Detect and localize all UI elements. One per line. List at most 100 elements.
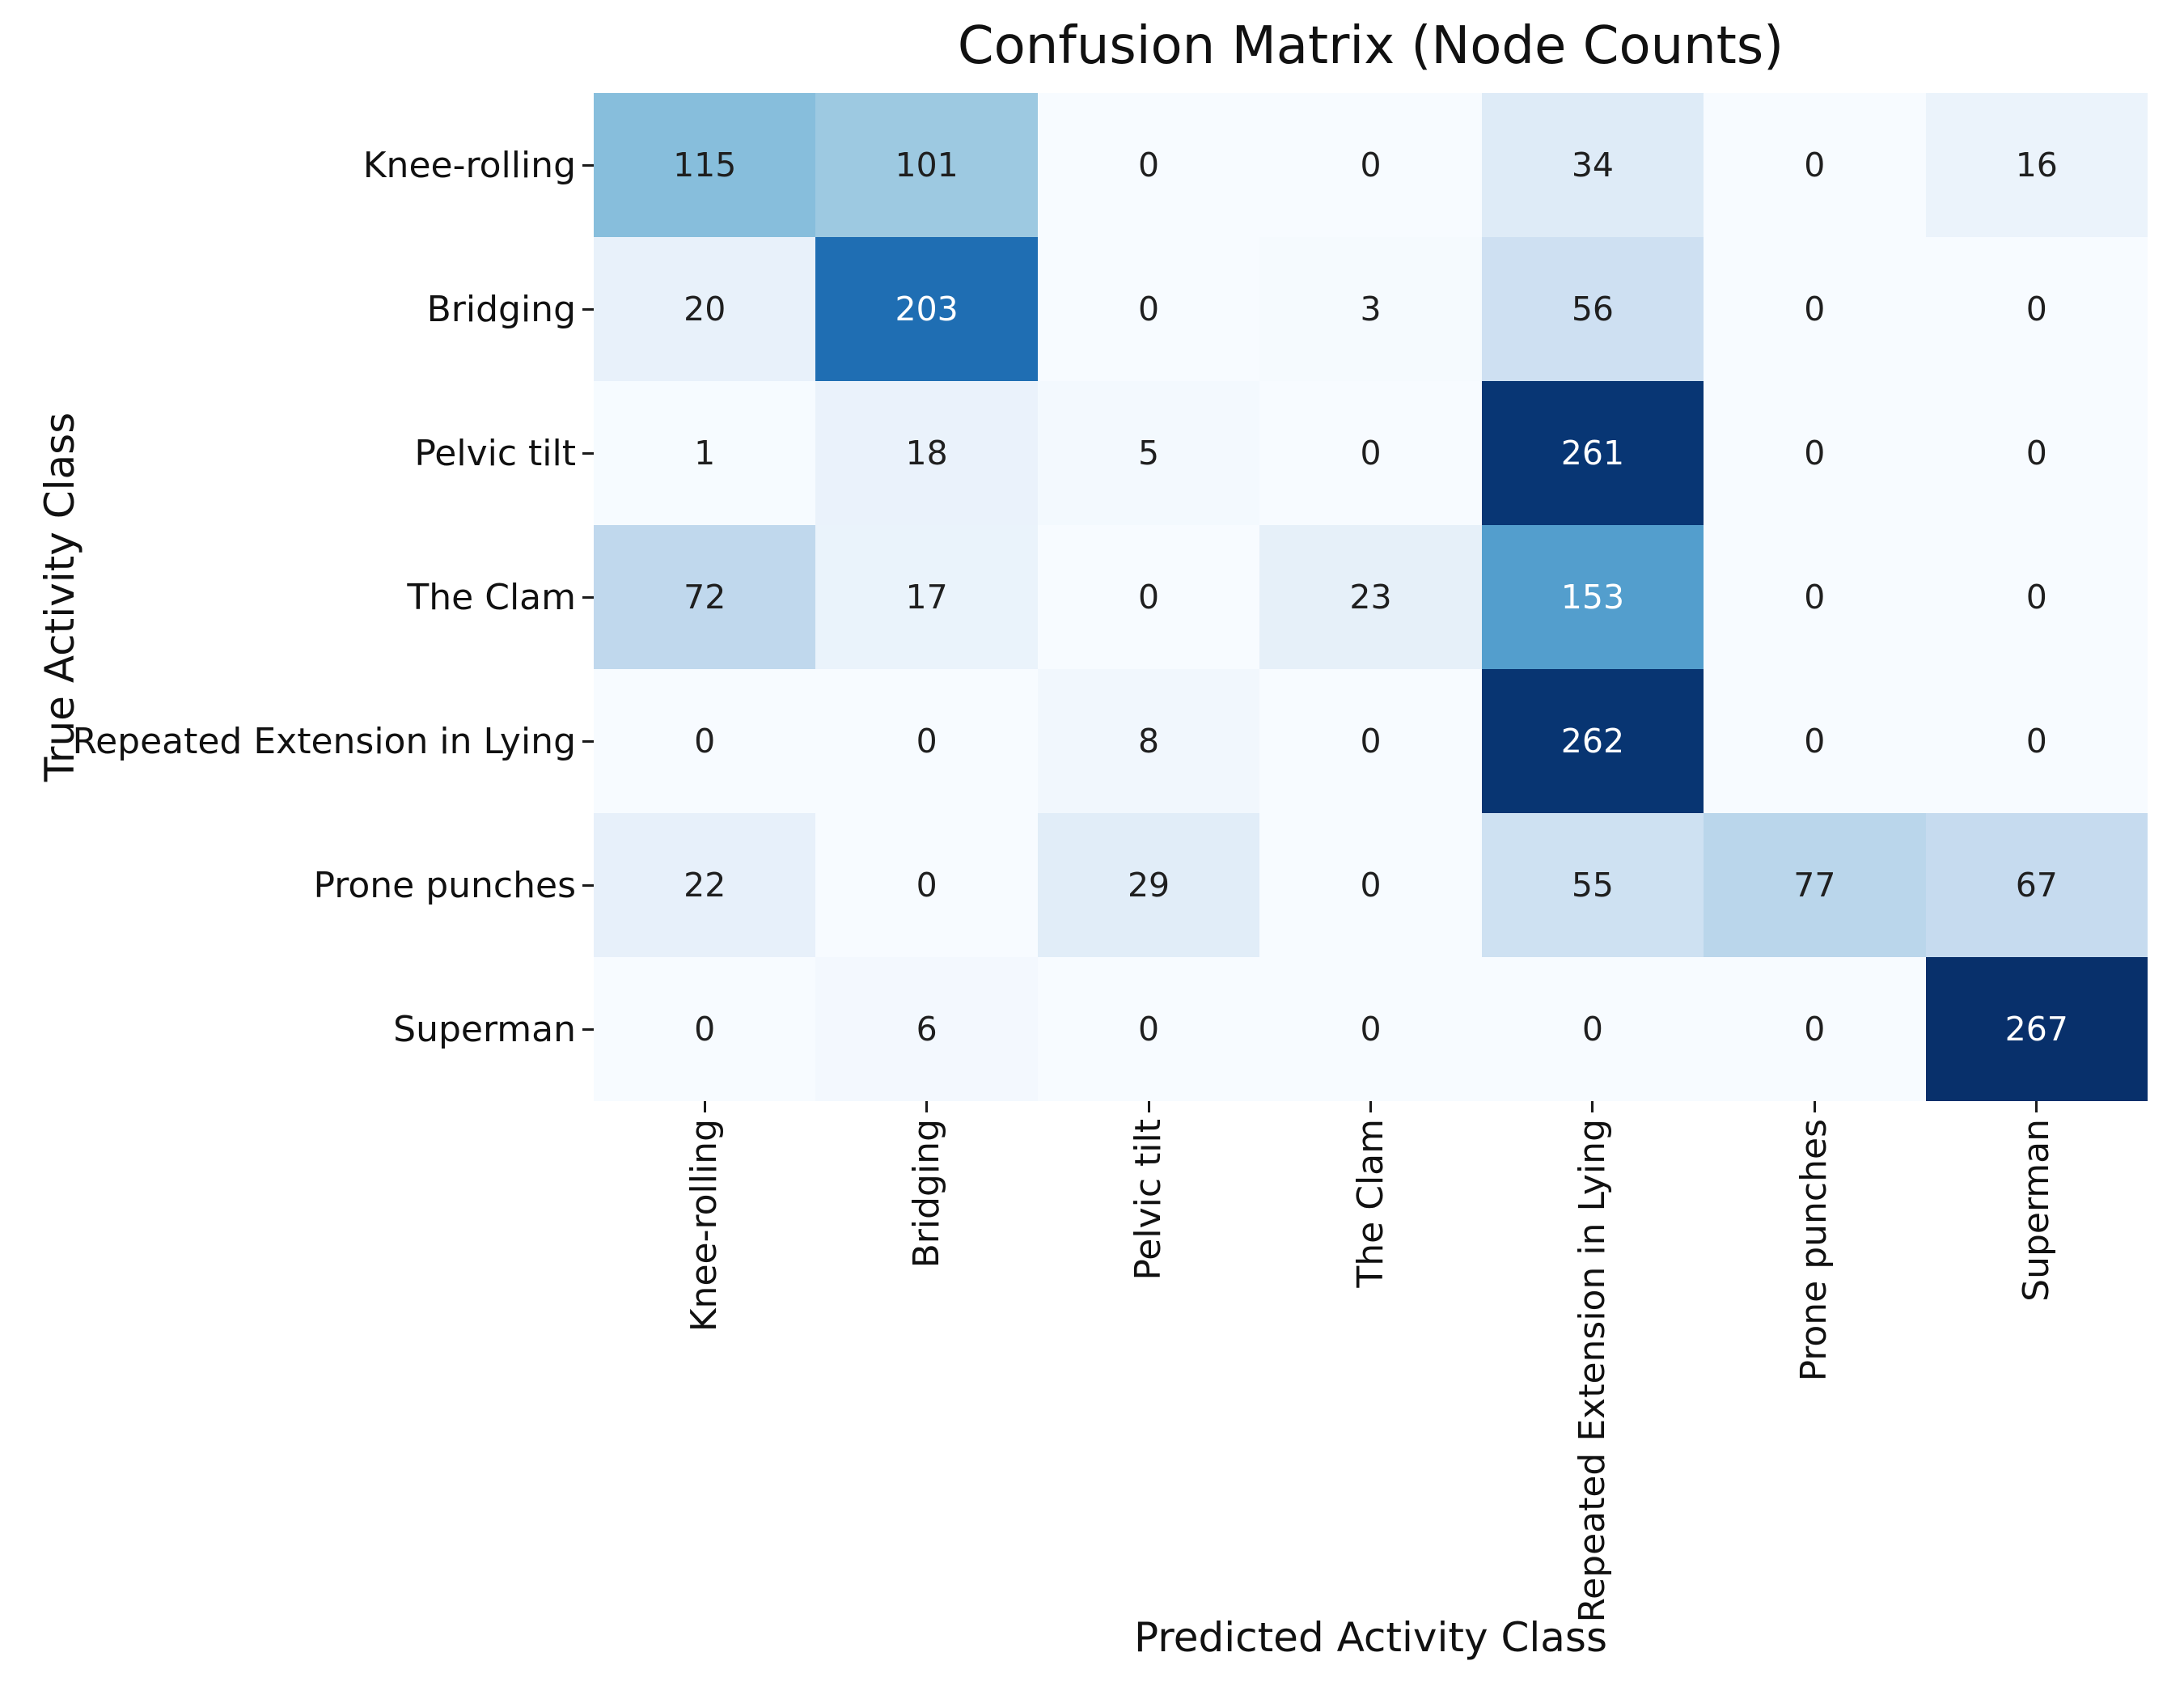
heatmap-cell: 0 bbox=[1259, 669, 1482, 813]
y-tick-mark bbox=[582, 883, 594, 887]
heatmap-cell: 16 bbox=[1925, 93, 2148, 237]
cell-value: 20 bbox=[684, 290, 726, 328]
y-tick-label: Prone punches bbox=[313, 864, 576, 906]
cell-value: 77 bbox=[1793, 866, 1836, 905]
cell-value: 0 bbox=[2025, 578, 2047, 616]
heatmap-cell: 0 bbox=[815, 669, 1038, 813]
heatmap-cell: 67 bbox=[1925, 813, 2148, 957]
y-tick-label: The Clam bbox=[407, 576, 576, 618]
heatmap-cell: 0 bbox=[1259, 813, 1482, 957]
cell-value: 5 bbox=[1138, 434, 1160, 472]
y-tick-mark bbox=[582, 595, 594, 599]
y-tick-label: Knee-rolling bbox=[362, 144, 576, 186]
heatmap-cell: 5 bbox=[1037, 381, 1260, 525]
x-tick-label: Prone punches bbox=[1793, 1119, 1835, 1382]
cell-value: 0 bbox=[1138, 290, 1160, 328]
x-tick-mark bbox=[925, 1101, 929, 1112]
heatmap-cell: 20 bbox=[594, 237, 816, 381]
heatmap-cell: 55 bbox=[1481, 813, 1704, 957]
cell-value: 34 bbox=[1571, 146, 1614, 184]
y-tick-mark bbox=[582, 739, 594, 743]
cell-value: 56 bbox=[1571, 290, 1614, 328]
x-tick-mark bbox=[1813, 1101, 1816, 1112]
cell-value: 0 bbox=[1360, 722, 1382, 761]
heatmap-cell: 18 bbox=[815, 381, 1038, 525]
x-tick-mark bbox=[703, 1101, 706, 1112]
cell-value: 0 bbox=[1360, 146, 1382, 184]
heatmap-cell: 8 bbox=[1037, 669, 1260, 813]
heatmap-cell: 0 bbox=[594, 669, 816, 813]
cell-value: 29 bbox=[1127, 866, 1170, 905]
heatmap-cell: 267 bbox=[1925, 957, 2148, 1101]
x-tick-label: Knee-rolling bbox=[684, 1119, 726, 1333]
heatmap-cell: 6 bbox=[815, 957, 1038, 1101]
x-tick-mark bbox=[2035, 1101, 2038, 1112]
x-tick-label: Repeated Extension in Lying bbox=[1571, 1119, 1613, 1623]
heatmap-cell: 0 bbox=[1481, 957, 1704, 1101]
cell-value: 267 bbox=[2004, 1010, 2068, 1049]
cell-value: 0 bbox=[694, 722, 716, 761]
heatmap-cell: 0 bbox=[1037, 525, 1260, 669]
cell-value: 0 bbox=[1804, 146, 1826, 184]
x-tick-mark bbox=[1147, 1101, 1150, 1112]
heatmap-cell: 153 bbox=[1481, 525, 1704, 669]
cell-value: 55 bbox=[1571, 866, 1614, 905]
y-tick-mark bbox=[582, 1027, 594, 1031]
heatmap-cell: 101 bbox=[815, 93, 1038, 237]
x-tick-label: Superman bbox=[2015, 1119, 2057, 1302]
y-tick-label: Superman bbox=[393, 1008, 576, 1050]
y-tick-label: Repeated Extension in Lying bbox=[72, 720, 576, 762]
y-tick-mark bbox=[582, 451, 594, 455]
chart-title: Confusion Matrix (Node Counts) bbox=[957, 16, 1784, 76]
x-tick-label: Bridging bbox=[905, 1119, 947, 1269]
cell-value: 8 bbox=[1138, 722, 1160, 761]
cell-value: 0 bbox=[1804, 722, 1826, 761]
cell-value: 0 bbox=[1804, 434, 1826, 472]
heatmap-cell: 203 bbox=[815, 237, 1038, 381]
cell-value: 115 bbox=[673, 146, 737, 184]
cell-value: 0 bbox=[2025, 434, 2047, 472]
heatmap-cell: 0 bbox=[1925, 237, 2148, 381]
heatmap-cell: 0 bbox=[1037, 93, 1260, 237]
x-tick-mark bbox=[1369, 1101, 1372, 1112]
cell-value: 72 bbox=[684, 578, 726, 616]
x-tick-label: Pelvic tilt bbox=[1128, 1119, 1170, 1281]
heatmap-cell: 34 bbox=[1481, 93, 1704, 237]
cell-value: 0 bbox=[1581, 1010, 1603, 1049]
heatmap-grid: 115 101 0 0 34 0 16 20 203 0 3 56 0 0 1 18 5 0 261 0 0 72 17 0 2… bbox=[594, 93, 2148, 1101]
cell-value: 0 bbox=[916, 722, 938, 761]
heatmap-cell: 262 bbox=[1481, 669, 1704, 813]
cell-value: 0 bbox=[916, 866, 938, 905]
heatmap-cell: 56 bbox=[1481, 237, 1704, 381]
cell-value: 262 bbox=[1560, 722, 1625, 761]
cell-value: 22 bbox=[684, 866, 726, 905]
y-tick-label: Bridging bbox=[426, 288, 576, 330]
heatmap-cell: 0 bbox=[1704, 237, 1926, 381]
cell-value: 18 bbox=[905, 434, 948, 472]
heatmap-cell: 22 bbox=[594, 813, 816, 957]
cell-value: 203 bbox=[895, 290, 959, 328]
heatmap-cell: 0 bbox=[1925, 669, 2148, 813]
cell-value: 23 bbox=[1349, 578, 1392, 616]
heatmap-cell: 0 bbox=[1925, 381, 2148, 525]
heatmap-cell: 0 bbox=[1259, 957, 1482, 1101]
y-tick-mark bbox=[582, 163, 594, 167]
cell-value: 0 bbox=[2025, 290, 2047, 328]
heatmap-cell: 0 bbox=[1037, 957, 1260, 1101]
heatmap-cell: 0 bbox=[1704, 381, 1926, 525]
heatmap-cell: 77 bbox=[1704, 813, 1926, 957]
heatmap-cell: 3 bbox=[1259, 237, 1482, 381]
heatmap-cell: 0 bbox=[1259, 93, 1482, 237]
heatmap-cell: 0 bbox=[1925, 525, 2148, 669]
cell-value: 0 bbox=[1138, 1010, 1160, 1049]
cell-value: 1 bbox=[694, 434, 716, 472]
heatmap-cell: 1 bbox=[594, 381, 816, 525]
cell-value: 0 bbox=[1138, 578, 1160, 616]
heatmap-cell: 0 bbox=[1704, 669, 1926, 813]
heatmap-cell: 0 bbox=[594, 957, 816, 1101]
x-axis-label: Predicted Activity Class bbox=[1133, 1614, 1608, 1661]
heatmap-cell: 17 bbox=[815, 525, 1038, 669]
heatmap-cell: 29 bbox=[1037, 813, 1260, 957]
cell-value: 67 bbox=[2015, 866, 2058, 905]
